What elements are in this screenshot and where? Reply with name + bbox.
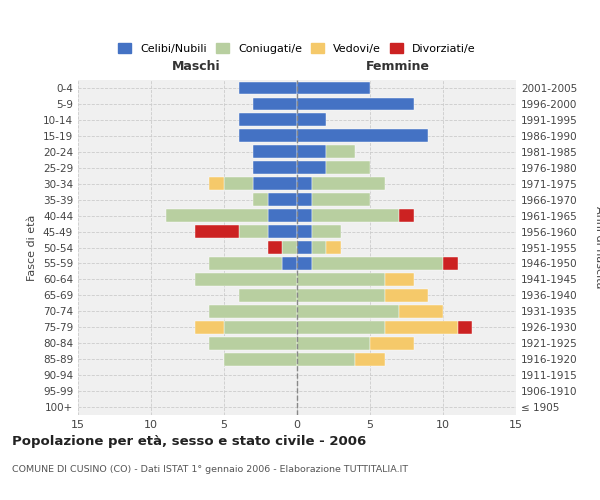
Bar [297,273,385,286]
Bar [385,289,428,302]
Bar [209,178,224,190]
Bar [297,241,311,254]
Bar [326,241,341,254]
Bar [239,130,297,142]
Legend: Celibi/Nubili, Coniugati/e, Vedovi/e, Divorziati/e: Celibi/Nubili, Coniugati/e, Vedovi/e, Di… [114,38,480,58]
Bar [443,257,458,270]
Bar [297,305,399,318]
Bar [166,209,268,222]
Text: Femmine: Femmine [366,60,430,74]
Bar [297,162,326,174]
Bar [326,146,355,158]
Bar [311,178,385,190]
Bar [311,209,399,222]
Bar [311,241,326,254]
Bar [239,225,268,238]
Bar [268,209,297,222]
Bar [385,273,414,286]
Text: Maschi: Maschi [172,60,221,74]
Bar [297,209,311,222]
Bar [355,353,385,366]
Bar [311,194,370,206]
Bar [297,194,311,206]
Bar [253,98,297,110]
Bar [297,146,326,158]
Text: COMUNE DI CUSINO (CO) - Dati ISTAT 1° gennaio 2006 - Elaborazione TUTTITALIA.IT: COMUNE DI CUSINO (CO) - Dati ISTAT 1° ge… [12,465,408,474]
Bar [209,337,297,349]
Y-axis label: Anni di nascita: Anni di nascita [594,206,600,289]
Bar [297,225,311,238]
Bar [458,321,472,334]
Bar [297,289,385,302]
Bar [283,241,297,254]
Bar [297,98,414,110]
Bar [399,209,414,222]
Bar [253,146,297,158]
Bar [283,257,297,270]
Bar [399,305,443,318]
Bar [326,162,370,174]
Bar [385,321,458,334]
Bar [253,162,297,174]
Bar [297,82,370,94]
Bar [209,305,297,318]
Bar [239,289,297,302]
Bar [297,114,326,126]
Bar [297,353,355,366]
Bar [297,337,370,349]
Bar [297,257,311,270]
Bar [209,257,283,270]
Bar [311,257,443,270]
Bar [311,225,341,238]
Bar [224,178,253,190]
Bar [224,353,297,366]
Bar [370,337,414,349]
Bar [253,194,268,206]
Bar [297,178,311,190]
Bar [195,225,239,238]
Bar [268,194,297,206]
Bar [253,178,297,190]
Bar [195,273,297,286]
Text: Popolazione per età, sesso e stato civile - 2006: Popolazione per età, sesso e stato civil… [12,435,366,448]
Bar [268,225,297,238]
Bar [239,82,297,94]
Bar [239,114,297,126]
Bar [297,130,428,142]
Bar [297,321,385,334]
Bar [224,321,297,334]
Bar [195,321,224,334]
Y-axis label: Fasce di età: Fasce di età [28,214,37,280]
Bar [268,241,283,254]
